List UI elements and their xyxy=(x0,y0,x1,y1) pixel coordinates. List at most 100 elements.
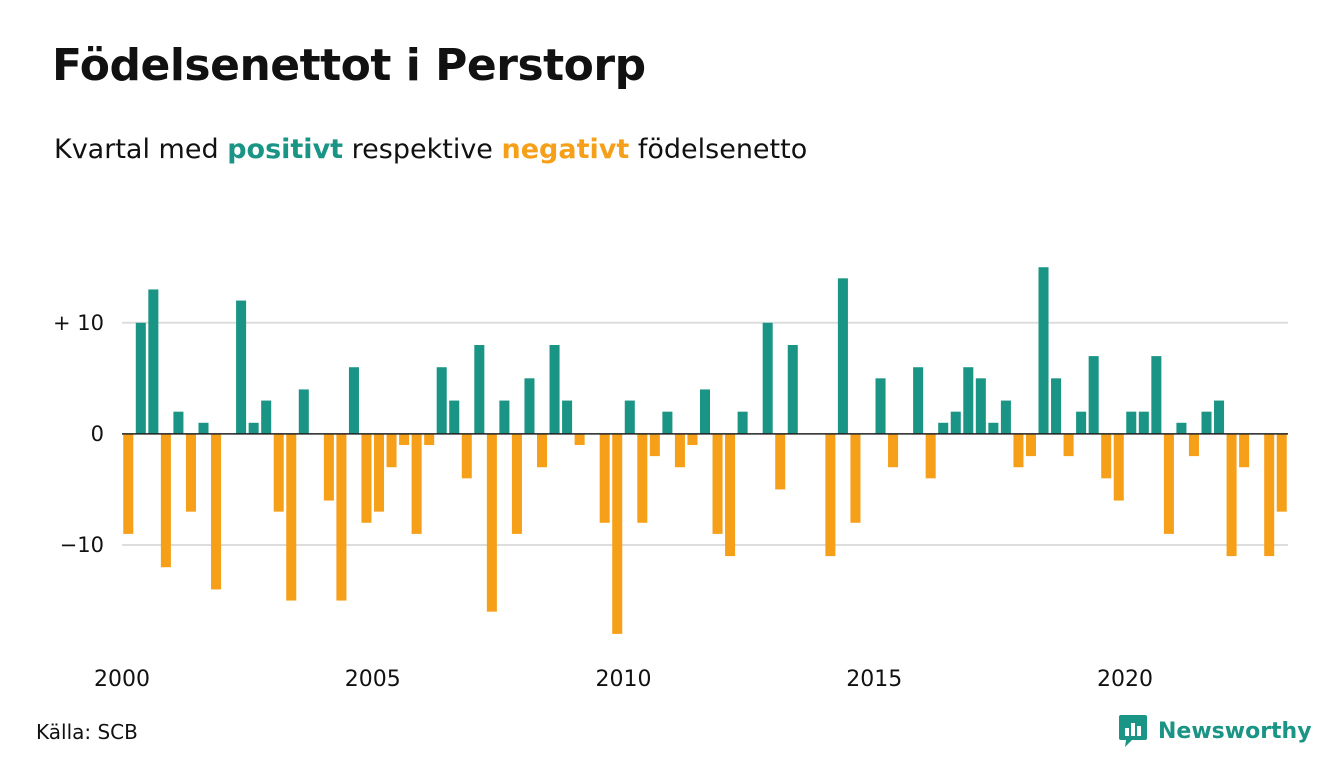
bar-2017-q3 xyxy=(1000,400,1011,434)
bar-2001-q2 xyxy=(185,433,196,512)
bar-2011-q4 xyxy=(712,433,723,534)
bar-2017-q2 xyxy=(988,422,999,434)
bar-2002-q2 xyxy=(236,300,247,434)
bar-2018-q2 xyxy=(1038,267,1049,434)
bar-2010-q4 xyxy=(662,411,673,434)
bar-2015-q2 xyxy=(888,433,899,468)
bar-2001-q4 xyxy=(211,433,222,590)
x-axis-tick-labels: 2000 2005 2010 2015 2020 xyxy=(94,667,1153,692)
bar-2003-q2 xyxy=(286,433,297,601)
subtitle-positive-word: positivt xyxy=(227,134,344,165)
bar-2004-q4 xyxy=(361,433,372,523)
bar-2005-q2 xyxy=(386,433,397,468)
bar-2014-q3 xyxy=(850,433,861,523)
bar-2007-q1 xyxy=(474,345,485,434)
bar-2021-q1 xyxy=(1176,422,1187,434)
bar-2011-q3 xyxy=(699,389,711,434)
bar-2018-q4 xyxy=(1063,433,1074,457)
subtitle-negative-word: negativt xyxy=(501,134,630,165)
y-axis-tick-labels: + 10 0 −10 xyxy=(53,311,104,557)
subtitle: Kvartal med positivt respektive negativt… xyxy=(54,134,807,165)
bar-2017-q4 xyxy=(1013,433,1024,468)
bar-2019-q4 xyxy=(1113,433,1124,501)
bar-2002-q4 xyxy=(261,400,272,434)
bar-2007-q3 xyxy=(499,400,510,434)
bar-2022-q2 xyxy=(1239,433,1250,468)
bar-2003-q3 xyxy=(298,389,309,434)
bar-2012-q1 xyxy=(725,433,736,557)
y-tick-label: 0 xyxy=(91,422,104,446)
bar-2019-q2 xyxy=(1088,356,1099,434)
bar-2016-q3 xyxy=(950,411,961,434)
bar-2018-q3 xyxy=(1051,378,1062,434)
brand-logo[interactable]: Newsworthy xyxy=(1118,714,1312,748)
subtitle-middle: respektive xyxy=(351,134,493,165)
newsworthy-logo-icon xyxy=(1119,715,1147,747)
bar-2019-q3 xyxy=(1101,433,1112,479)
bar-2000-q4 xyxy=(160,433,171,568)
x-tick-label: 2020 xyxy=(1097,667,1153,692)
bar-2001-q1 xyxy=(173,411,184,434)
bar-2004-q1 xyxy=(323,433,334,501)
x-tick-label: 2000 xyxy=(94,667,150,692)
x-tick-label: 2015 xyxy=(846,667,902,692)
bar-2019-q1 xyxy=(1076,411,1087,434)
bar-2015-q4 xyxy=(913,367,924,434)
bar-2020-q4 xyxy=(1163,433,1174,534)
y-tick-label: + 10 xyxy=(53,311,104,335)
bar-2016-q1 xyxy=(925,433,936,479)
x-tick-label: 2010 xyxy=(596,667,652,692)
bar-2012-q4 xyxy=(762,322,773,434)
bar-2014-q2 xyxy=(837,278,848,434)
bar-2000-q2 xyxy=(135,322,146,434)
gridlines xyxy=(122,321,1288,546)
bar-2016-q2 xyxy=(938,422,949,434)
bar-2022-q4 xyxy=(1264,433,1275,557)
bar-2014-q1 xyxy=(825,433,836,557)
bar-2004-q2 xyxy=(336,433,347,601)
bar-2010-q3 xyxy=(649,433,660,457)
bar-2009-q4 xyxy=(612,433,623,634)
bar-2007-q4 xyxy=(511,433,522,534)
bar-2020-q3 xyxy=(1151,356,1162,434)
bar-2020-q1 xyxy=(1126,411,1137,434)
bar-2017-q1 xyxy=(975,378,986,434)
bar-2006-q1 xyxy=(424,433,435,445)
bar-2005-q1 xyxy=(374,433,385,512)
bar-2021-q2 xyxy=(1188,433,1199,457)
bar-2013-q2 xyxy=(787,345,798,434)
bar-2008-q2 xyxy=(537,433,548,468)
bar-2008-q1 xyxy=(524,378,535,434)
bars xyxy=(123,267,1287,634)
bar-2012-q2 xyxy=(737,411,748,434)
bar-2010-q1 xyxy=(624,400,635,434)
bar-2007-q2 xyxy=(486,433,497,612)
bar-2015-q1 xyxy=(875,378,886,434)
bar-2021-q4 xyxy=(1214,400,1225,434)
bar-2008-q4 xyxy=(562,400,573,434)
bar-chart: + 10 0 −10 2000 2005 2010 2015 2020 xyxy=(53,267,1288,692)
bar-2008-q3 xyxy=(549,345,560,434)
y-tick-label: −10 xyxy=(60,533,104,557)
bar-2002-q3 xyxy=(248,422,259,434)
bar-2021-q3 xyxy=(1201,411,1212,434)
bar-2000-q3 xyxy=(148,289,159,434)
bar-2010-q2 xyxy=(637,433,648,523)
page-title: Födelsenettot i Perstorp xyxy=(52,40,646,91)
bar-2005-q4 xyxy=(411,433,422,534)
bar-2016-q4 xyxy=(963,367,974,434)
bar-2013-q1 xyxy=(775,433,786,490)
bar-2011-q1 xyxy=(674,433,685,468)
bar-2006-q3 xyxy=(449,400,460,434)
bar-2000-q1 xyxy=(123,433,134,534)
bar-2004-q3 xyxy=(348,367,359,434)
bar-2018-q1 xyxy=(1025,433,1036,457)
bar-2009-q1 xyxy=(574,433,585,445)
bar-2023-q1 xyxy=(1276,433,1287,512)
bar-2001-q3 xyxy=(198,422,209,434)
bar-2020-q2 xyxy=(1138,411,1149,434)
bar-2022-q1 xyxy=(1226,433,1237,557)
bar-2006-q4 xyxy=(461,433,472,479)
bar-2006-q2 xyxy=(436,367,447,434)
subtitle-prefix: Kvartal med xyxy=(54,134,219,165)
